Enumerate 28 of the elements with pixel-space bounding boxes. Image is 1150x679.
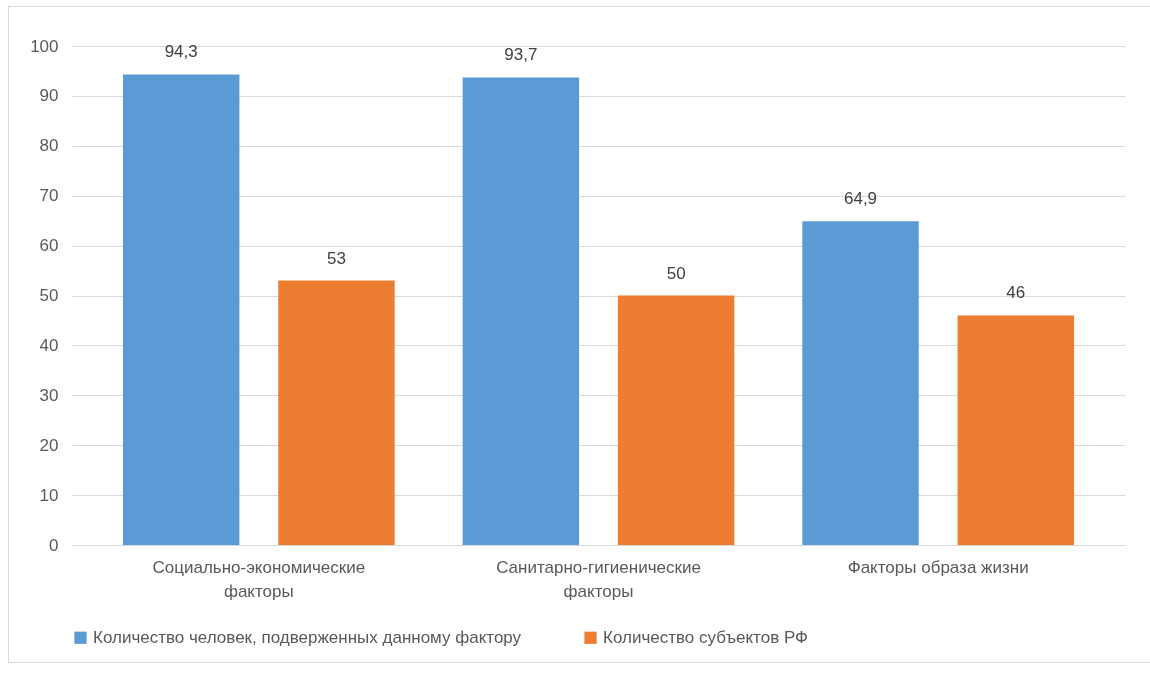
y-tick-label: 90 xyxy=(39,86,59,106)
y-tick-label: 40 xyxy=(39,335,59,355)
y-tick-label: 30 xyxy=(39,385,59,405)
y-tick-label: 10 xyxy=(39,485,59,505)
bar xyxy=(462,77,580,545)
x-tick-label: Факторы образа жизни xyxy=(847,557,1029,577)
y-tick-label: 80 xyxy=(39,136,59,156)
x-tick-label: Социально-экономические факторы xyxy=(152,557,366,601)
data-label: 94,3 xyxy=(164,42,198,62)
bar xyxy=(122,74,240,545)
data-label: 46 xyxy=(1006,283,1026,303)
data-label: 53 xyxy=(327,248,346,268)
data-label: 93,7 xyxy=(504,45,538,65)
legend-label: Количество человек, подверженных данному фактору xyxy=(93,627,522,647)
bar xyxy=(617,295,735,545)
y-tick-label: 50 xyxy=(39,286,59,305)
y-tick-label: 100 xyxy=(30,36,59,56)
y-tick-label: 0 xyxy=(49,535,59,555)
data-label: 50 xyxy=(666,263,686,283)
bar xyxy=(278,280,395,545)
y-tick-label: 60 xyxy=(39,236,59,256)
legend-label: Количество субъектов РФ xyxy=(603,627,808,647)
y-tick-label: 20 xyxy=(39,435,59,455)
x-tick-label: Санитарно-гигиенические факторы xyxy=(496,557,701,601)
bar xyxy=(957,315,1075,545)
y-tick-label: 70 xyxy=(39,186,59,206)
bar xyxy=(802,221,919,545)
data-label: 64,9 xyxy=(843,189,878,209)
